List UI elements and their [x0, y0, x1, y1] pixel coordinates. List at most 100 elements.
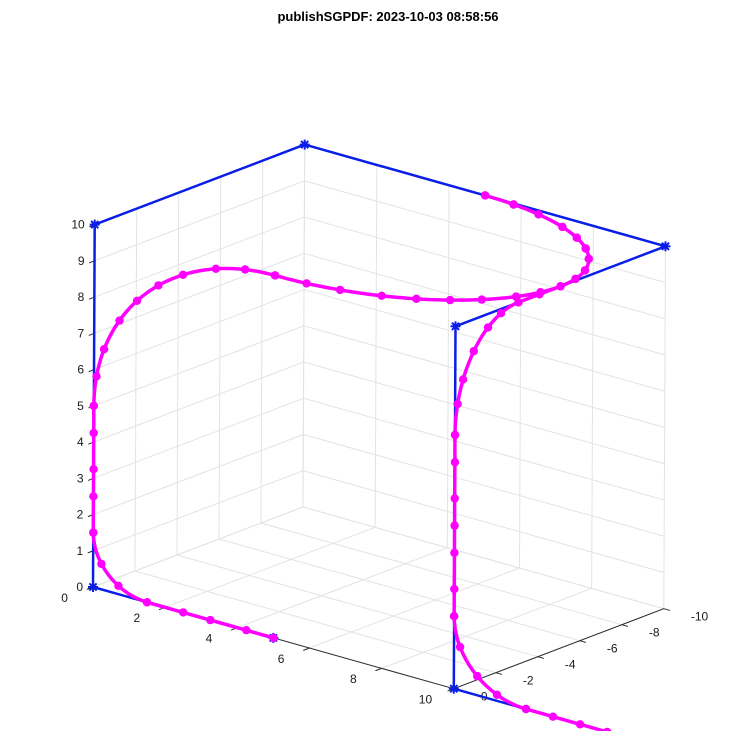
y-tick-label: -4 — [565, 657, 576, 671]
grid-line — [381, 587, 593, 669]
curve-marker — [449, 612, 459, 621]
curve-marker — [211, 264, 221, 273]
y-tick-label: -8 — [649, 625, 660, 639]
grid-line — [93, 252, 305, 334]
grid-line — [218, 538, 581, 642]
grid-line — [93, 325, 305, 407]
curve-marker — [178, 270, 188, 279]
curve-marker — [269, 633, 278, 643]
z-tick-label: 2 — [77, 508, 84, 522]
curve-marker — [114, 581, 123, 590]
grid-line — [92, 434, 304, 516]
grid-line — [308, 567, 520, 649]
curve-marker — [97, 559, 106, 569]
curve-marker — [206, 615, 215, 625]
x-tick-label: 10 — [419, 693, 433, 707]
curve-marker — [450, 584, 459, 594]
curve-marker — [302, 279, 311, 288]
curve-marker — [89, 528, 98, 537]
grid-line — [93, 216, 305, 298]
asterisk-marker — [660, 241, 671, 252]
y-tick-mark — [495, 672, 503, 675]
grid-line — [303, 361, 665, 465]
curve-marker — [580, 266, 590, 275]
curve-marker — [450, 430, 460, 440]
curve-marker — [377, 291, 386, 300]
y-tick-mark — [621, 624, 629, 627]
z-tick-label: 0 — [76, 580, 83, 594]
grid-line — [303, 216, 666, 320]
curve-marker — [240, 265, 250, 274]
grid-line — [92, 470, 304, 552]
grid-line — [93, 361, 305, 443]
curve-marker — [571, 274, 580, 284]
grid-line — [93, 289, 305, 371]
y-tick-mark — [537, 656, 545, 659]
curve-marker — [556, 282, 565, 291]
curve-marker — [450, 548, 459, 557]
curve-marker — [89, 428, 98, 438]
curve-marker — [548, 712, 558, 721]
y-axis-line — [453, 608, 665, 690]
curve-marker — [535, 290, 544, 299]
curve-marker — [477, 295, 486, 304]
grid-line — [164, 526, 376, 608]
asterisk-marker — [299, 139, 310, 150]
x-tick-label: 6 — [278, 652, 285, 666]
y-tick-mark — [579, 640, 587, 643]
curve-marker — [179, 608, 188, 617]
x-tick-label: 8 — [350, 672, 357, 686]
curve-marker — [480, 191, 490, 200]
grid-line — [260, 522, 623, 626]
curve-marker — [99, 345, 109, 354]
x-tick-label: 0 — [61, 591, 68, 605]
curve-marker — [575, 720, 585, 729]
grid-line — [94, 180, 306, 262]
grid-line — [303, 397, 665, 501]
z-tick-label: 6 — [77, 363, 84, 377]
curve-marker — [558, 222, 567, 232]
curve-marker — [492, 690, 502, 699]
curve-marker — [412, 294, 421, 303]
grid-line — [134, 570, 497, 674]
grid-line — [303, 325, 666, 428]
z-tick-label: 4 — [77, 435, 84, 449]
curve-marker — [458, 375, 468, 384]
x-tick-mark — [375, 667, 383, 672]
curve-marker — [132, 296, 142, 305]
grid-line — [302, 506, 665, 610]
curve-marker — [602, 727, 612, 731]
y-tick-label: -6 — [607, 641, 618, 655]
x-tick-label: 2 — [133, 611, 140, 625]
curve-marker — [92, 372, 101, 381]
z-tick-label: 9 — [78, 254, 85, 268]
curve-marker — [142, 598, 152, 607]
curve-marker — [242, 626, 251, 635]
x-tick-mark — [303, 647, 310, 651]
asterisk-marker — [89, 219, 100, 230]
grid-line — [304, 180, 666, 284]
y-tick-mark — [663, 608, 671, 611]
z-tick-label: 1 — [76, 544, 83, 558]
curve-marker — [445, 295, 455, 305]
curve-marker — [453, 399, 462, 409]
curve-marker — [469, 346, 478, 356]
grid-line — [303, 252, 666, 356]
curve-marker — [450, 494, 459, 503]
grid-line — [176, 554, 539, 658]
curve-marker — [514, 298, 523, 307]
grid-line — [92, 506, 304, 588]
grid-line — [302, 470, 665, 573]
curve-marker — [581, 244, 590, 253]
curve-marker — [89, 401, 99, 410]
curve-marker — [450, 521, 459, 530]
curve-marker — [154, 281, 163, 290]
y-tick-label: -10 — [691, 609, 709, 623]
asterisk-marker — [450, 321, 461, 332]
curve-marker — [584, 254, 593, 263]
curve-marker — [483, 323, 493, 332]
asterisk-marker — [88, 582, 98, 592]
curve-marker — [270, 271, 280, 280]
